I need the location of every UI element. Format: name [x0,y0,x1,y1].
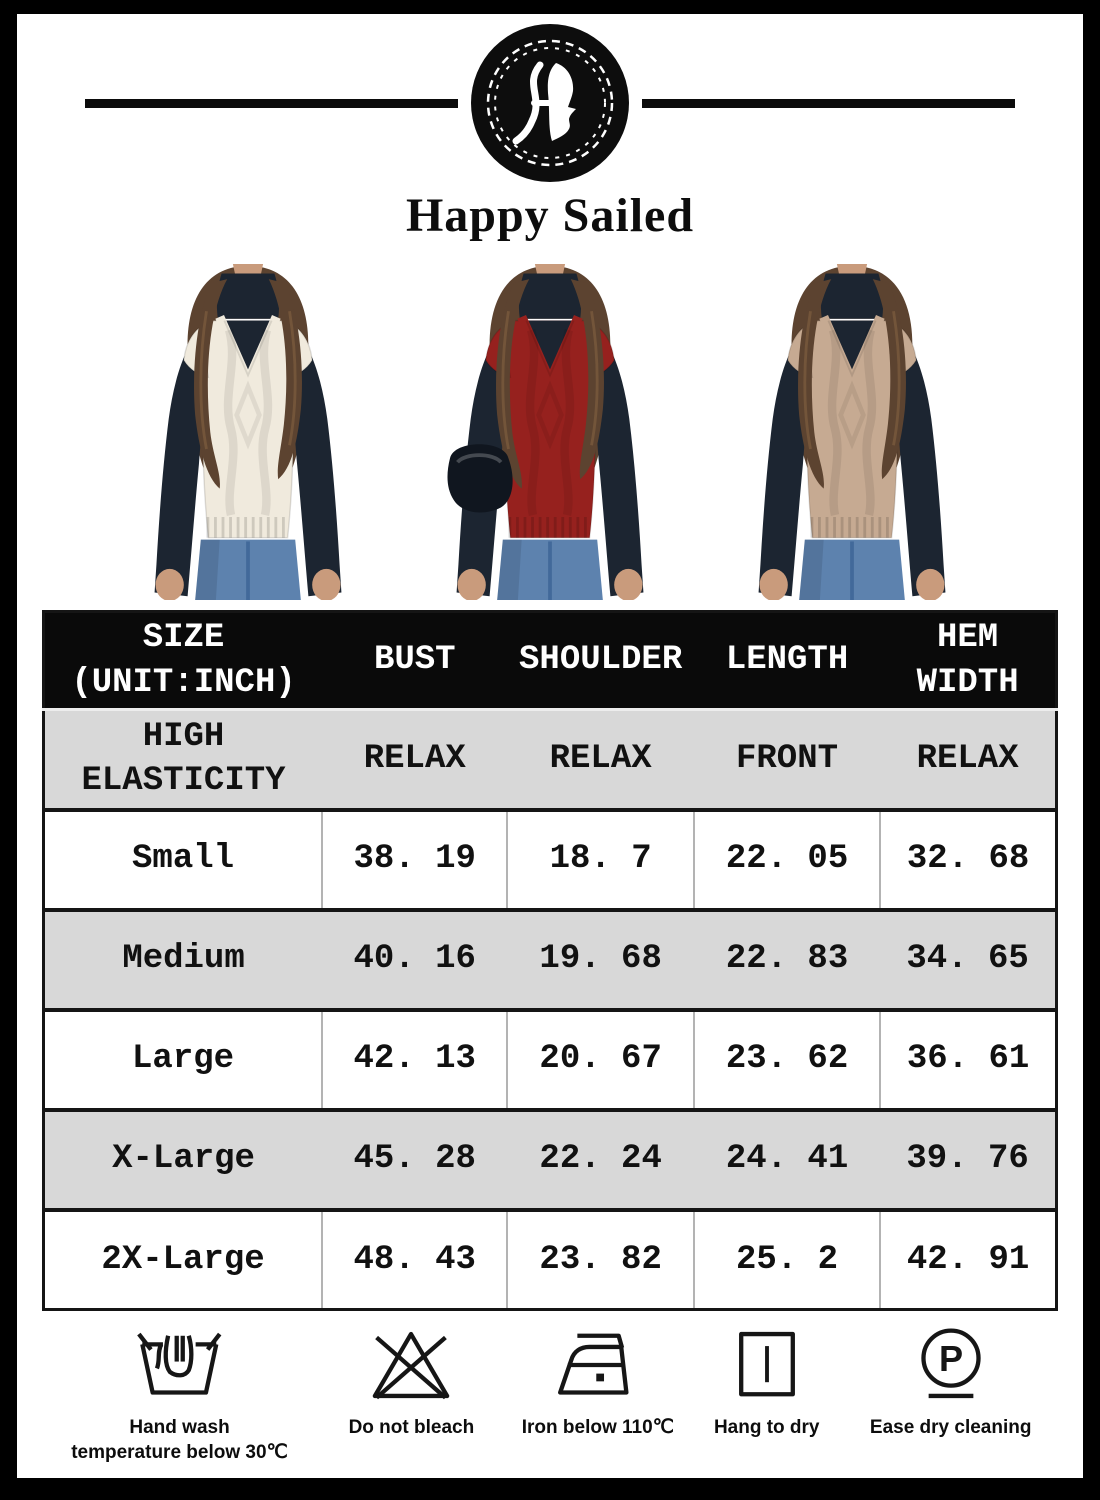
length-header: LENGTH [725,641,849,680]
clutch-bag [447,444,512,512]
care-label: Hang to dry [714,1416,820,1441]
care-label-line: Iron below 110℃ [521,1417,675,1438]
hem-value: 32. 68 [879,809,1057,910]
length-value: 22. 05 [692,809,881,910]
header-line: (UNIT:INCH) [71,663,296,702]
product-photos-row [97,254,1003,610]
elasticity-cell: HIGH ELASTICITY [44,710,323,810]
table-header-row: SIZE (UNIT:INCH) BUST SHOULDER LENGTH HE… [43,611,1057,710]
shoulder-value: 23. 82 [506,1209,694,1310]
length-value: 24. 41 [725,1140,849,1179]
size-label: Small [132,840,235,879]
brand-title: Happy Sailed [405,189,695,242]
model-figure [457,264,644,601]
table-row-large: Large 42. 13 20. 67 23. 62 36. 61 [43,1009,1057,1110]
care-label: Ease dry cleaning [870,1416,1032,1441]
size-unit-header: SIZE (UNIT:INCH) [44,612,323,710]
care-label-line: Ease dry cleaning [869,1417,1032,1438]
size-label: 2X-Large [101,1240,265,1279]
table-row-x-large: X-Large 45. 28 22. 24 24. 41 39. 76 [43,1109,1057,1210]
care-label: Hand wash temperature below 30℃ [71,1416,288,1465]
bust-measure-type: RELAX [363,740,466,779]
table-row-2x-large: 2X-Large 48. 43 23. 82 25. 2 42. 91 [43,1209,1057,1310]
size-chart-table: SIZE (UNIT:INCH) BUST SHOULDER LENGTH HE… [42,610,1058,1311]
header-line: HEM [937,619,999,658]
subheader-line: HIGH [142,718,225,757]
brand-header [85,22,1015,184]
hem-value: 39. 76 [906,1140,1029,1179]
header-line: WIDTH [916,663,1019,702]
right-rule [642,98,1015,108]
length-value: 25. 2 [692,1209,881,1310]
header-line: SIZE [142,619,225,658]
care-label-line: Hand wash [129,1417,230,1438]
care-label-line: temperature below 30℃ [71,1441,288,1463]
bust-value: 45. 28 [353,1140,476,1179]
care-label: Iron below 110℃ [522,1416,674,1441]
model-figure [155,264,342,601]
do-not-bleach-icon [368,1322,454,1408]
left-rule [85,98,458,108]
model-figure [759,264,946,601]
shoulder-value: 18. 7 [506,809,694,910]
size-label: Large [132,1040,235,1079]
dry-clean-icon: P [908,1322,994,1408]
bust-value: 40. 16 [353,940,476,979]
hang-to-dry-icon [724,1322,810,1408]
length-value: 22. 83 [725,940,849,979]
bust-value: 38. 19 [321,809,508,910]
shoulder-value: 20. 67 [506,1009,694,1110]
shoulder-value: 19. 68 [539,940,662,979]
svg-text:P: P [939,1338,963,1379]
brand-face-monogram-icon [471,24,629,182]
care-label-line: Hang to dry [713,1417,820,1438]
shoulder-value: 22. 24 [539,1140,662,1179]
length-value: 23. 62 [692,1009,881,1110]
care-item-hang-to-dry: Hang to dry [686,1322,847,1441]
hem-measure-type: RELAX [916,740,1019,779]
hem-width-header: HEM WIDTH [880,612,1056,710]
care-item-dry-clean: P Ease dry cleaning [847,1322,1054,1441]
care-item-iron: Iron below 110℃ [510,1322,686,1441]
hem-value: 36. 61 [879,1009,1057,1110]
bust-value: 48. 43 [321,1209,508,1310]
length-measure-type: FRONT [736,740,839,779]
subheader-line: ELASTICITY [81,762,286,801]
hand-wash-icon [132,1322,227,1408]
care-item-do-not-bleach: Do not bleach [313,1322,510,1441]
table-row-medium: Medium 40. 16 19. 68 22. 83 34. 65 [43,909,1057,1010]
table-row-small: Small 38. 19 18. 7 22. 05 32. 68 [43,809,1057,910]
bust-value: 42. 13 [321,1009,508,1110]
hem-value: 42. 91 [879,1209,1057,1310]
shoulder-header: SHOULDER [519,641,683,680]
size-label: X-Large [112,1140,255,1179]
care-label-line: Do not bleach [348,1417,475,1438]
product-photo-khaki [701,254,1003,610]
table-subheader-row: HIGH ELASTICITY RELAX RELAX FRONT RELAX [43,709,1057,810]
shoulder-measure-type: RELAX [549,740,652,779]
hem-value: 34. 65 [906,940,1029,979]
size-label: Medium [122,940,245,979]
product-photo-wine-red [399,254,701,610]
product-photo-ivory [97,254,399,610]
happy-sailed-logo [470,23,630,183]
care-instructions-row: Hand wash temperature below 30℃ Do not b… [46,1322,1054,1465]
care-item-hand-wash: Hand wash temperature below 30℃ [46,1322,313,1465]
care-label: Do not bleach [349,1416,475,1441]
iron-icon [555,1322,641,1408]
bust-header: BUST [373,641,456,680]
